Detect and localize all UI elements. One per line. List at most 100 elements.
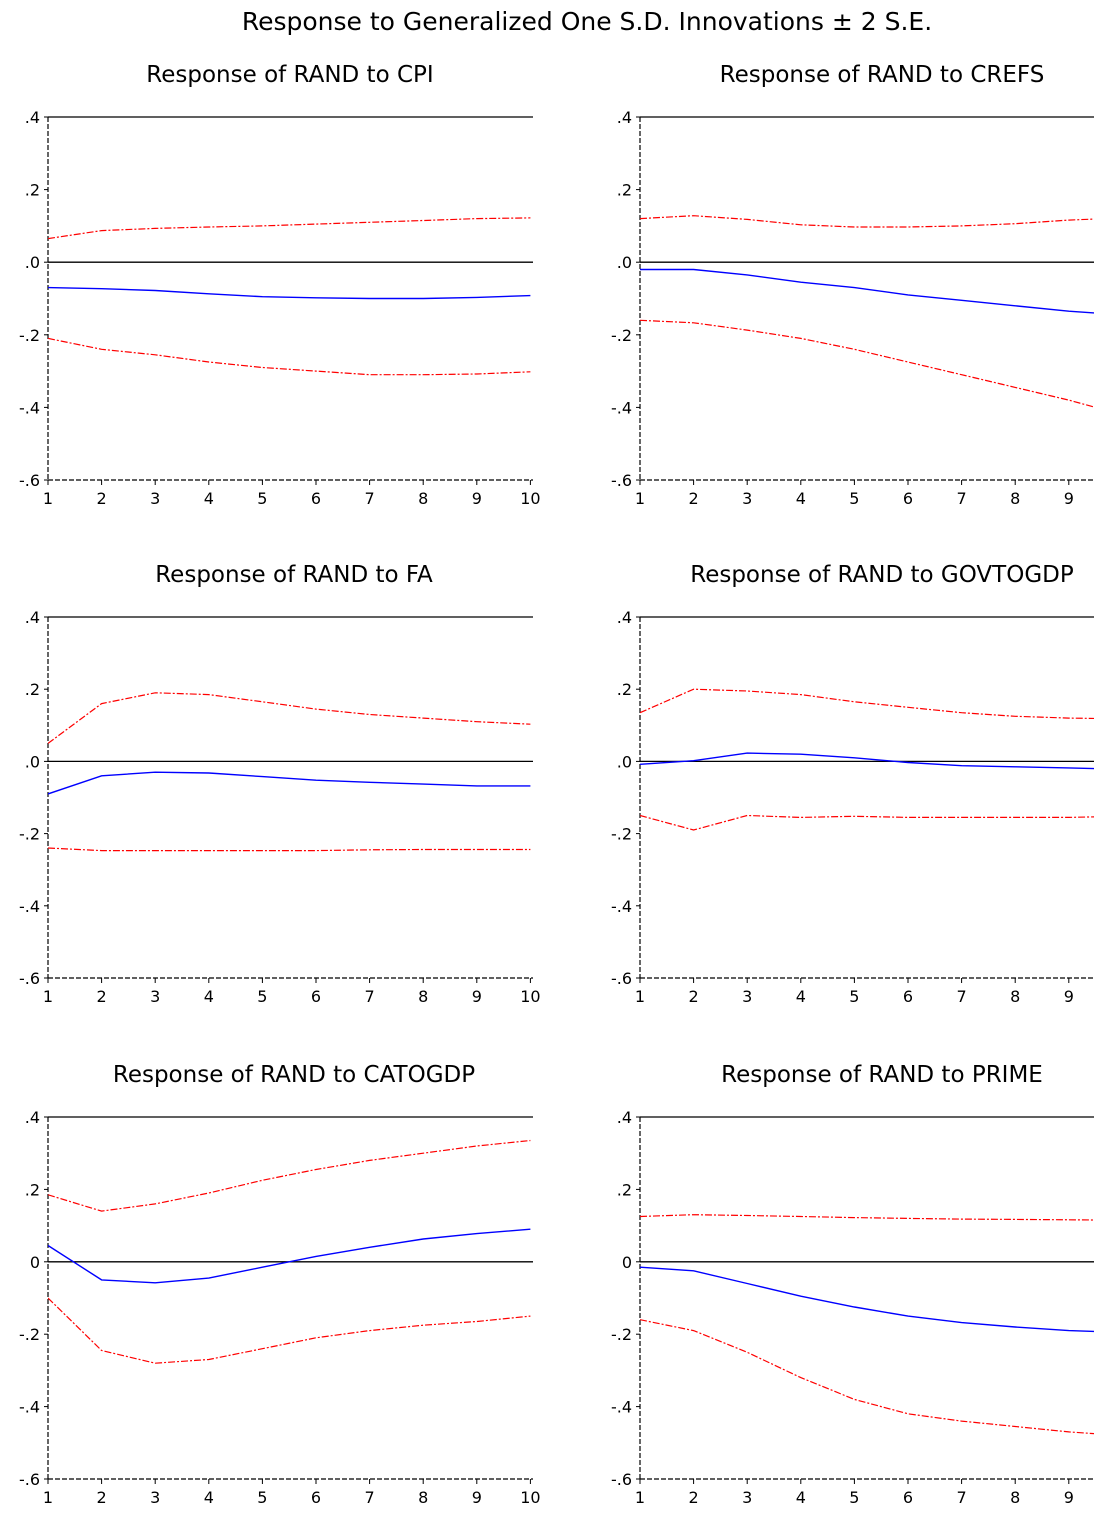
x-tick-label: 4 xyxy=(204,489,214,508)
x-tick-label: 10 xyxy=(520,1488,540,1507)
x-tick-label: 2 xyxy=(689,1488,699,1507)
x-tick-label: 5 xyxy=(257,489,267,508)
x-tick-label: 9 xyxy=(472,987,482,1006)
x-tick-label: 8 xyxy=(1010,1488,1020,1507)
x-tick-label: 9 xyxy=(1064,1488,1074,1507)
panel-6: Response of RAND to PRIME .4 .2 0 -.2 -.4 -.61… xyxy=(611,1062,1094,1507)
y-tick-label: -.4 xyxy=(611,897,632,916)
panel-3: Response of RAND to FA .4 .2 .0 -.2 -.4 -.61 2 3… xyxy=(19,562,541,1006)
y-tick-label: -.6 xyxy=(19,969,40,988)
panel-5: Response of RAND to CATOGDP .4 .2 0 -.2 -.4 -.… xyxy=(19,1062,541,1507)
x-tick-label: 7 xyxy=(957,1488,967,1507)
panel-4: Response of RAND to GOVTOGDP .4 .2 .0 -.2 -.4… xyxy=(611,562,1094,1006)
upper-band-line xyxy=(640,215,1094,228)
y-tick-label: .0 xyxy=(617,752,632,771)
x-tick-label: 1 xyxy=(43,987,53,1006)
x-tick-label: 10 xyxy=(520,489,540,508)
panel-2: Response of RAND to CREFS .4 .2 .0 -.2 -.4 -.6… xyxy=(611,62,1094,508)
lower-band-line xyxy=(640,319,1094,408)
x-tick-label: 5 xyxy=(849,1488,859,1507)
x-tick-label: 1 xyxy=(635,489,645,508)
x-tick-label: 6 xyxy=(903,1488,913,1507)
response-line xyxy=(640,752,1094,770)
x-tick-label: 2 xyxy=(97,489,107,508)
x-tick-label: 9 xyxy=(1064,987,1074,1006)
y-tick-label: -.2 xyxy=(19,1325,40,1344)
x-tick-label: 1 xyxy=(43,1488,53,1507)
x-tick-label: 5 xyxy=(849,489,859,508)
x-tick-label: 10 xyxy=(520,987,540,1006)
x-tick-label: 8 xyxy=(418,1488,428,1507)
lower-band-line xyxy=(48,847,531,852)
y-tick-label: .2 xyxy=(617,181,632,200)
x-tick-label: 1 xyxy=(635,1488,645,1507)
response-line xyxy=(48,286,531,300)
x-tick-label: 8 xyxy=(1010,987,1020,1006)
response-line xyxy=(640,1266,1094,1333)
y-tick-label: .0 xyxy=(25,752,40,771)
y-tick-label: 0 xyxy=(30,1253,40,1272)
x-tick-label: 5 xyxy=(849,987,859,1006)
y-tick-label: .2 xyxy=(617,1180,632,1199)
x-tick-label: 3 xyxy=(742,489,752,508)
x-tick-label: 6 xyxy=(903,489,913,508)
y-tick-label: -.2 xyxy=(611,825,632,844)
y-tick-label: .2 xyxy=(25,181,40,200)
y-tick-label: .2 xyxy=(617,680,632,699)
upper-band-line xyxy=(48,1139,531,1212)
y-tick-label: .4 xyxy=(25,1108,40,1127)
y-tick-label: -.2 xyxy=(19,326,40,345)
x-tick-label: 2 xyxy=(689,987,699,1006)
panel-title: Response of RAND to GOVTOGDP xyxy=(690,562,1074,588)
panel-title: Response of RAND to CREFS xyxy=(720,62,1045,88)
y-tick-label: .4 xyxy=(617,1108,632,1127)
x-tick-label: 8 xyxy=(418,489,428,508)
panel-1: Response of RAND to CPI .4 .2 .0 -.2 -.4 -.61 2… xyxy=(19,62,541,508)
y-tick-label: .0 xyxy=(617,253,632,272)
x-tick-label: 6 xyxy=(903,987,913,1006)
y-tick-label: -.4 xyxy=(19,1398,40,1417)
x-tick-label: 4 xyxy=(204,987,214,1006)
x-tick-label: 4 xyxy=(796,987,806,1006)
x-tick-label: 1 xyxy=(43,489,53,508)
y-tick-label: -.4 xyxy=(611,398,632,417)
x-tick-label: 2 xyxy=(97,987,107,1006)
x-tick-label: 6 xyxy=(311,1488,321,1507)
y-tick-label: .0 xyxy=(25,253,40,272)
x-tick-label: 3 xyxy=(150,987,160,1006)
x-tick-label: 2 xyxy=(97,1488,107,1507)
upper-band-line xyxy=(48,217,531,240)
upper-band-line xyxy=(640,1214,1094,1221)
x-tick-label: 7 xyxy=(957,489,967,508)
y-tick-label: -.4 xyxy=(19,897,40,916)
y-tick-label: .4 xyxy=(617,108,632,127)
figure-title: Response to Generalized One S.D. Innovat… xyxy=(242,7,932,36)
lower-band-line xyxy=(640,814,1094,831)
y-tick-label: -.4 xyxy=(19,398,40,417)
x-tick-label: 7 xyxy=(365,489,375,508)
y-tick-label: .4 xyxy=(25,608,40,627)
y-tick-label: 0 xyxy=(622,1253,632,1272)
x-tick-label: 4 xyxy=(204,1488,214,1507)
panel-title: Response of RAND to PRIME xyxy=(721,1062,1043,1088)
x-tick-label: 3 xyxy=(742,1488,752,1507)
upper-band-line xyxy=(640,688,1094,720)
x-tick-label: 2 xyxy=(689,489,699,508)
x-tick-label: 4 xyxy=(796,1488,806,1507)
panel-title: Response of RAND to CATOGDP xyxy=(113,1062,475,1088)
x-tick-label: 3 xyxy=(150,489,160,508)
y-tick-label: .4 xyxy=(25,108,40,127)
x-tick-label: 1 xyxy=(635,987,645,1006)
x-tick-label: 3 xyxy=(742,987,752,1006)
y-tick-label: -.6 xyxy=(611,1470,632,1489)
y-tick-label: -.6 xyxy=(19,471,40,490)
y-tick-label: .2 xyxy=(25,1180,40,1199)
panels-group: Response of RAND to CPI.4.2.0-.2-.4-.61 2… xyxy=(19,62,1094,1507)
y-tick-label: .4 xyxy=(617,608,632,627)
x-tick-label: 8 xyxy=(1010,489,1020,508)
y-tick-label: -.6 xyxy=(19,1470,40,1489)
x-tick-label: 9 xyxy=(1064,489,1074,508)
lower-band-line xyxy=(640,1319,1094,1435)
lower-band-line xyxy=(48,1297,531,1364)
